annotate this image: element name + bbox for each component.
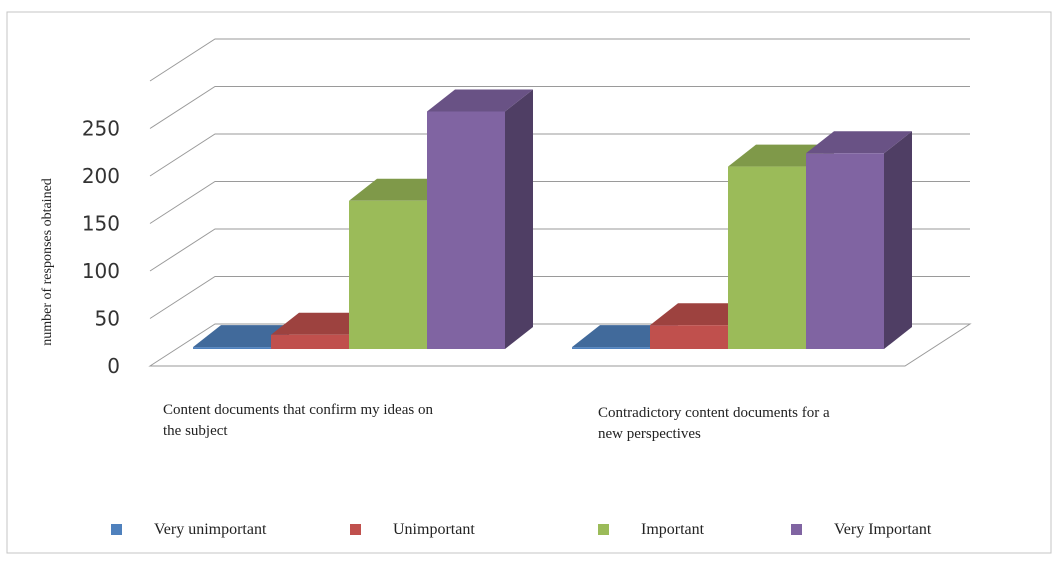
y-tick-label: 250: [82, 117, 120, 141]
y-axis-ticks: 0 50 100 150 200 250: [82, 117, 120, 379]
bar-side: [884, 131, 912, 349]
gridline: [149, 133, 970, 177]
legend-swatch: [350, 524, 361, 535]
bars: [193, 89, 912, 349]
legend-swatch: [791, 524, 802, 535]
bar-front: [650, 325, 728, 349]
category-label: the subject: [163, 423, 228, 439]
y-axis-label: number of responses obtained: [40, 178, 55, 346]
bar-side: [505, 89, 533, 349]
legend-item: Very unimportant: [111, 521, 267, 538]
category-label: Contradictory content documents for a: [598, 405, 830, 421]
bar-front: [271, 334, 349, 349]
bar-front: [427, 111, 505, 349]
gridline: [149, 181, 970, 224]
bar-very-important: [427, 89, 533, 349]
bar-front: [806, 153, 884, 349]
bar-front: [572, 347, 650, 349]
bar-front: [193, 347, 271, 349]
legend-item: Very Important: [791, 521, 932, 538]
legend-item: Unimportant: [350, 521, 475, 538]
legend-label: Important: [641, 521, 705, 538]
gridline: [149, 86, 970, 129]
y-tick-label: 100: [82, 259, 120, 283]
legend-label: Unimportant: [393, 521, 475, 538]
y-tick-label: 0: [107, 354, 120, 378]
bar-front: [349, 200, 427, 349]
legend-label: Very Important: [834, 521, 932, 538]
y-tick-label: 200: [82, 164, 120, 188]
legend-item: Important: [598, 521, 705, 538]
y-tick-label: 150: [82, 212, 120, 236]
y-tick-label: 50: [95, 307, 120, 331]
legend-swatch: [598, 524, 609, 535]
gridline: [149, 38, 970, 82]
bar-top: [806, 131, 912, 154]
legend-label: Very unimportant: [154, 521, 267, 538]
gridline: [149, 276, 970, 319]
bar-front: [728, 166, 806, 349]
gridline: [149, 228, 970, 272]
category-label: Content documents that confirm my ideas …: [163, 402, 433, 418]
legend: Very unimportant Unimportant Important Very…: [111, 521, 932, 538]
category-labels: Content documents that confirm my ideas …: [163, 402, 830, 442]
bar-very-important: [806, 131, 912, 349]
legend-swatch: [111, 524, 122, 535]
category-label: new perspectives: [598, 426, 701, 442]
bar-top: [427, 89, 533, 112]
